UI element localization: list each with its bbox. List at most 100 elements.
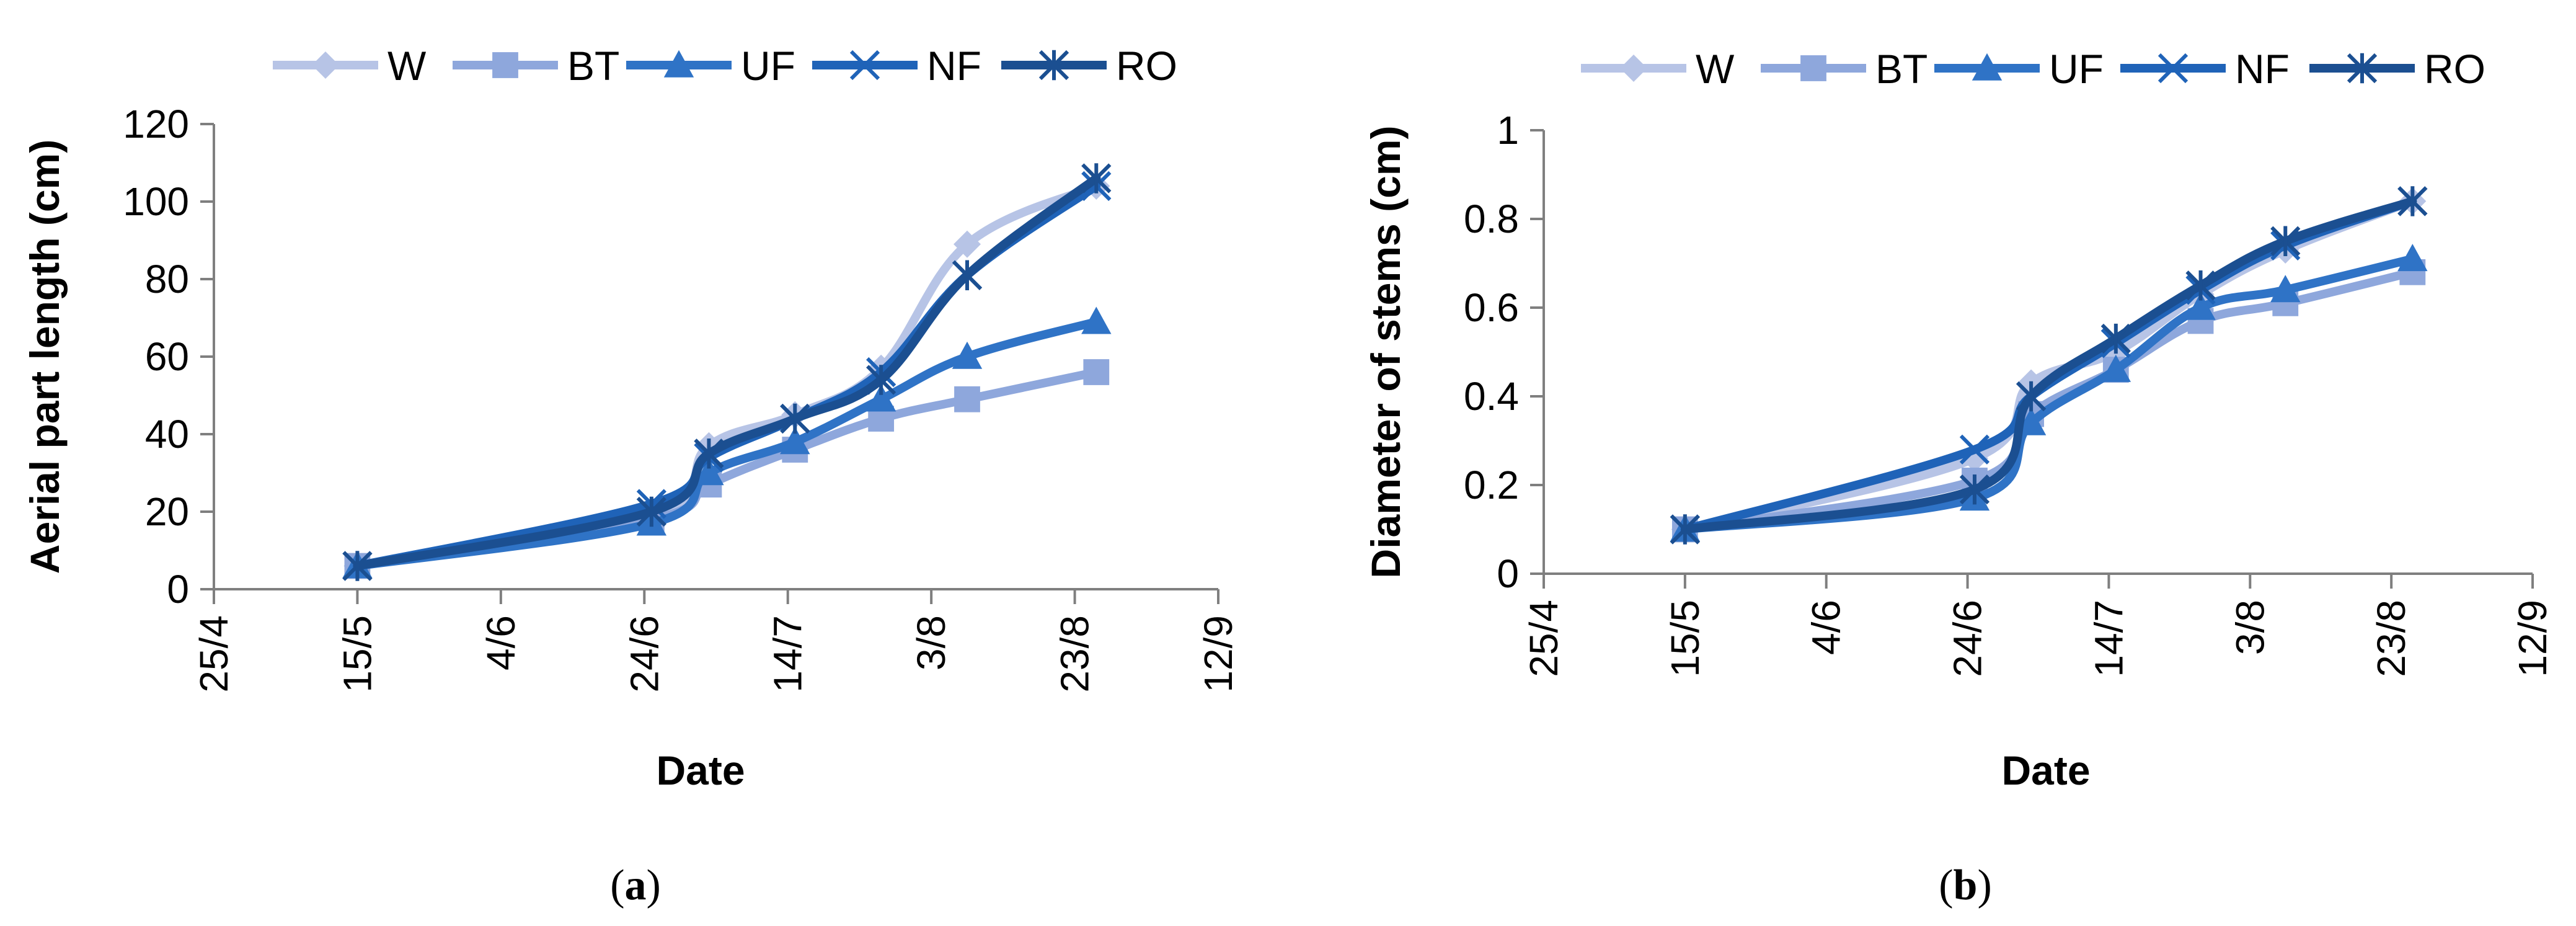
data-point-UF <box>2016 407 2047 435</box>
legend-label-W: W <box>1696 46 1735 92</box>
legend: W BT UF NF RO <box>273 43 1177 89</box>
legend-item-UF: UF <box>626 43 795 89</box>
legend-marker-W <box>1620 55 1647 82</box>
x-tick-label: 3/8 <box>909 615 954 670</box>
data-point-BT <box>1083 359 1110 385</box>
legend-marker-RO <box>1038 50 1069 81</box>
legend: W BT UF NF RO <box>1581 46 2485 92</box>
data-point-UF <box>2270 275 2301 303</box>
legend-marker-NF-stroke <box>849 50 880 81</box>
legend-item-W: W <box>1581 46 1735 92</box>
legend-marker-UF <box>1972 53 2003 81</box>
data-point-UF <box>952 341 983 369</box>
data-point-UF <box>2397 244 2428 272</box>
legend-item-NF: NF <box>2120 46 2290 92</box>
legend-item-W: W <box>273 43 427 89</box>
data-point-RO <box>1081 163 1112 194</box>
caption-open: ( <box>610 861 624 909</box>
series-line-RO <box>1680 197 2417 534</box>
data-point-RO <box>780 403 810 434</box>
legend-label-UF: UF <box>741 43 795 89</box>
x-tick-label: 14/7 <box>2086 600 2131 677</box>
legend-label-UF: UF <box>2049 46 2104 92</box>
series-line-W <box>353 182 1101 571</box>
y-tick-label: 0.8 <box>1464 197 1519 241</box>
series-NF <box>342 171 1112 581</box>
data-point-RO <box>866 365 896 395</box>
data-point-BT <box>954 386 980 412</box>
panel-caption: (a) <box>610 861 661 909</box>
y-tick-label: 20 <box>145 489 189 534</box>
y-tick-label: 0.2 <box>1464 463 1519 507</box>
data-point-RO <box>2100 323 2131 354</box>
y-tick-label: 0 <box>167 567 189 612</box>
caption-letter: b <box>1954 861 1978 909</box>
y-tick-label: 1 <box>1497 108 1519 153</box>
y-axis-title: Aerial part length (cm) <box>22 140 68 574</box>
x-tick-label: 4/6 <box>479 615 523 670</box>
series-W <box>343 172 1110 580</box>
legend-label-W: W <box>387 43 427 89</box>
x-tick-label: 24/6 <box>622 615 666 693</box>
legend-label-BT: BT <box>567 43 619 89</box>
x-tick-label: 15/5 <box>335 615 379 693</box>
series-line-NF <box>353 182 1101 571</box>
legend-marker-NF <box>2158 53 2189 84</box>
data-point-RO <box>952 260 983 290</box>
caption-close: ) <box>647 861 661 909</box>
legend-label-BT: BT <box>1875 46 1928 92</box>
legend-item-NF: NF <box>812 43 981 89</box>
series-line-NF <box>1680 197 2417 534</box>
x-tick-label: 4/6 <box>1804 600 1849 655</box>
panel-caption: (b) <box>1939 861 1992 909</box>
x-tick-label: 25/4 <box>192 615 236 693</box>
legend-marker-BT <box>492 52 518 78</box>
caption-open: ( <box>1939 861 1953 909</box>
data-point-UF <box>2100 354 2131 382</box>
x-axis-title: Date <box>2001 747 2090 793</box>
panel-b: 0 0.2 0.4 0.6 0.8 1 25/4 15/5 4/6 24/6 14/7 3/8 23/8… <box>1363 46 2555 909</box>
y-axis-title: Diameter of stems (cm) <box>1363 126 1409 579</box>
caption-letter: a <box>625 861 647 909</box>
data-point-RO <box>2185 270 2216 301</box>
data-point-NF-stroke <box>1959 434 1990 465</box>
y-tick-label: 60 <box>145 334 189 379</box>
x-axis-title: Date <box>656 747 745 793</box>
legend-marker-RO <box>2347 53 2378 84</box>
data-point-UF <box>694 458 724 486</box>
x-tick-label: 24/6 <box>1945 600 1990 677</box>
data-point-RO <box>2270 226 2301 256</box>
legend-item-RO: RO <box>2309 46 2485 92</box>
data-point-W <box>954 230 981 258</box>
series-line-RO <box>353 174 1101 571</box>
legend-marker-W <box>312 51 339 79</box>
x-tick-label: 3/8 <box>2228 600 2272 655</box>
legend-item-BT: BT <box>1761 46 1928 92</box>
legend-marker-NF <box>849 50 880 81</box>
data-point-RO <box>1959 474 1990 505</box>
data-point-UF <box>1081 306 1112 334</box>
y-tick-label: 0.4 <box>1464 374 1519 419</box>
data-point-RO <box>2397 186 2428 216</box>
caption-close: ) <box>1977 861 1991 909</box>
data-point-RO <box>694 439 724 469</box>
series-RO <box>342 163 1112 581</box>
legend-marker-NF-stroke <box>2158 53 2189 84</box>
y-tick-label: 120 <box>123 102 189 146</box>
y-tick-label: 80 <box>145 257 189 301</box>
x-tick-label: 23/8 <box>1053 615 1097 693</box>
data-point-RO <box>342 551 373 581</box>
series-UF <box>1670 244 2428 542</box>
data-point-UF <box>2185 292 2216 320</box>
data-point-RO <box>636 496 666 527</box>
legend-item-UF: UF <box>1934 46 2104 92</box>
x-tick-label: 15/5 <box>1663 600 1707 677</box>
legend-label-RO: RO <box>2424 46 2485 92</box>
legend-label-RO: RO <box>1116 43 1177 89</box>
legend-marker-BT <box>1800 55 1826 81</box>
data-point-RO <box>1670 514 1700 545</box>
data-point-UF <box>780 427 810 455</box>
series-W <box>1671 187 2427 543</box>
legend-label-NF: NF <box>2235 46 2290 92</box>
series-line-BT <box>1680 267 2417 534</box>
